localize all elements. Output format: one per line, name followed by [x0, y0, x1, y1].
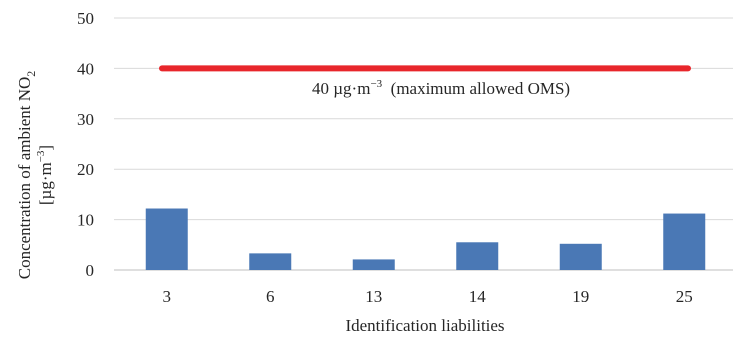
x-tick-label: 19 [572, 287, 589, 306]
x-axis-title: Identification liabilities [345, 316, 504, 335]
y-tick-label: 20 [77, 160, 94, 179]
y-tick-label: 10 [77, 211, 94, 230]
svg-text:[µg·m−3]: [µg·m−3] [35, 145, 55, 205]
x-tick-label: 6 [266, 287, 275, 306]
y-tick-label: 50 [77, 9, 94, 28]
x-tick-labels: 3 6 13 14 19 25 [163, 287, 693, 306]
bar-14 [456, 242, 499, 270]
y-tick-label: 40 [77, 59, 94, 78]
bar-13 [352, 259, 395, 270]
svg-text:Concentration of ambient NO2: Concentration of ambient NO2 [15, 71, 38, 280]
bars [145, 208, 706, 270]
y-tick-labels: 0 10 20 30 40 50 [77, 9, 94, 280]
x-tick-label: 14 [469, 287, 487, 306]
bar-3 [145, 208, 188, 270]
y-tick-label: 30 [77, 110, 94, 129]
x-tick-label: 13 [365, 287, 382, 306]
y-tick-label: 0 [86, 261, 95, 280]
bar-25 [663, 213, 706, 270]
x-tick-label: 3 [163, 287, 172, 306]
bar-6 [249, 253, 292, 270]
y-axis-title: Concentration of ambient NO2 [µg·m−3] [15, 71, 55, 280]
reference-line-label: 40 µg·m−3 (maximum allowed OMS) [312, 78, 570, 98]
x-tick-label: 25 [676, 287, 693, 306]
bar-19 [559, 243, 602, 270]
gridlines [114, 17, 733, 271]
